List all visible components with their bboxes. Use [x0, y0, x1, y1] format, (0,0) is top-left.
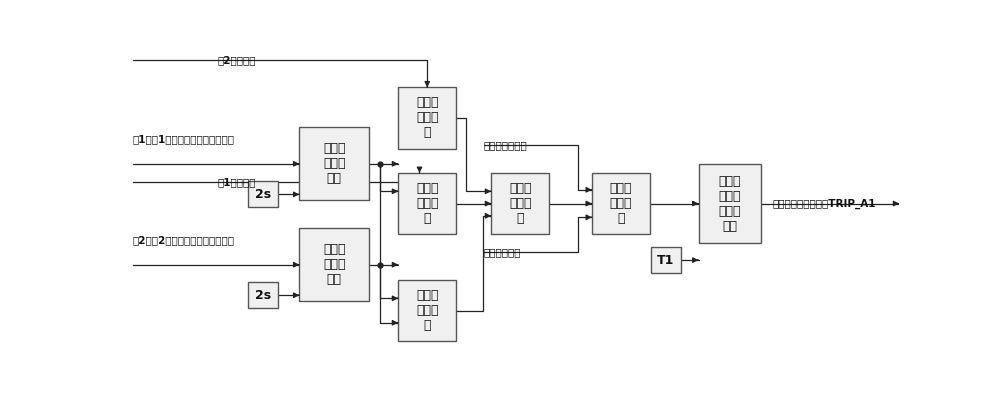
Text: T1: T1 [657, 254, 675, 267]
Text: 第一与
计算模
块: 第一与 计算模 块 [416, 96, 438, 139]
Text: 2s: 2s [255, 188, 271, 201]
Text: 第二或
计算模
块: 第二或 计算模 块 [509, 182, 532, 225]
Bar [398, 87, 456, 148]
Text: 第四与
计算模
块: 第四与 计算模 块 [610, 182, 632, 225]
Bar [592, 173, 650, 234]
Text: 极2闭锁状态: 极2闭锁状态 [218, 55, 256, 65]
Text: 第三与
计算模
块: 第三与 计算模 块 [416, 289, 438, 332]
Text: 第一上
升沿延
时计算
模块: 第一上 升沿延 时计算 模块 [718, 175, 741, 233]
Text: 切除交流滤波器命令TRIP_A1: 切除交流滤波器命令TRIP_A1 [773, 198, 876, 209]
Text: 第一脉
冲产生
模块: 第一脉 冲产生 模块 [323, 142, 346, 185]
Text: 整流站工作信号: 整流站工作信号 [484, 141, 528, 150]
Bar [698, 164, 761, 243]
Text: 2s: 2s [255, 289, 271, 302]
Text: 第二脉
冲产生
模块: 第二脉 冲产生 模块 [323, 243, 346, 286]
Bar [398, 280, 456, 341]
Text: 极2或极2最后一个阀组保护性闭锁: 极2或极2最后一个阀组保护性闭锁 [133, 235, 235, 245]
Bar [248, 282, 278, 308]
Bar [248, 181, 278, 207]
Bar [398, 173, 456, 234]
Bar [651, 247, 681, 273]
Bar [299, 228, 369, 301]
Text: 孤岛模式信号: 孤岛模式信号 [484, 247, 521, 257]
Bar [491, 173, 549, 234]
Text: 极1或极1最后一个阀组保护性闭锁: 极1或极1最后一个阀组保护性闭锁 [133, 134, 235, 145]
Text: 极1闭锁状态: 极1闭锁状态 [218, 177, 256, 187]
Text: 第二与
计算模
块: 第二与 计算模 块 [416, 182, 438, 225]
Bar [299, 127, 369, 200]
